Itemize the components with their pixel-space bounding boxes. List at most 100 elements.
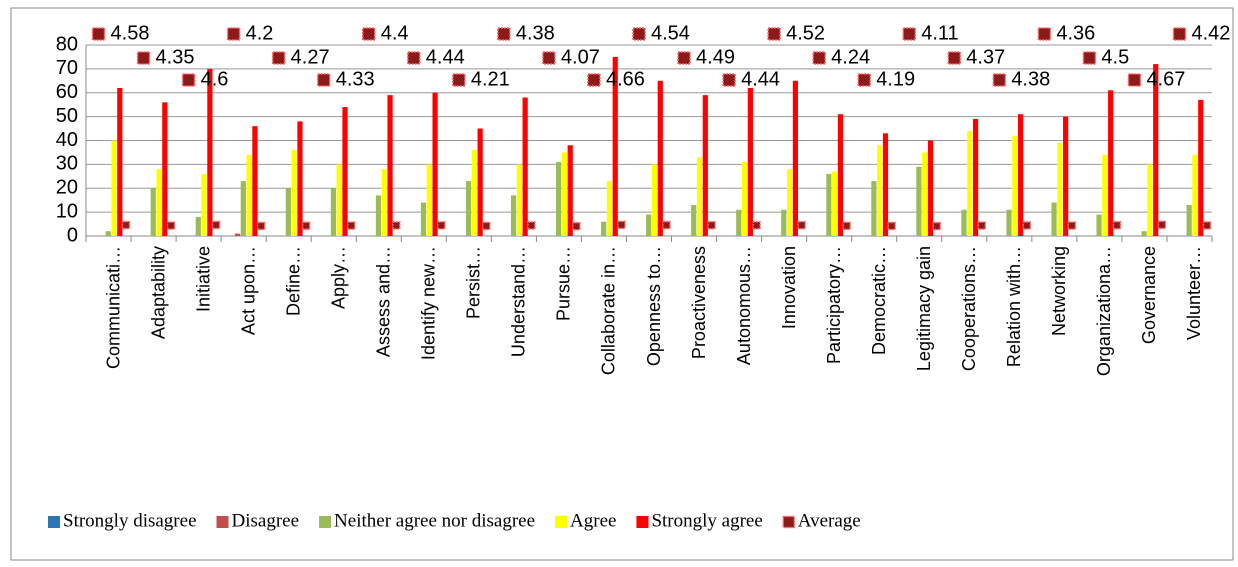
x-tick-label: Autonomous… [734, 246, 754, 365]
data-label-key-body [362, 27, 376, 41]
average-marker-body [572, 222, 581, 231]
bar [156, 169, 162, 236]
bar [927, 140, 934, 236]
bar [606, 181, 613, 236]
data-label: 4.27 [291, 46, 330, 68]
average-marker-body [211, 220, 221, 230]
bar [201, 173, 207, 236]
bar [871, 181, 877, 236]
data-label: 4.44 [426, 46, 465, 68]
average-marker [346, 221, 356, 230]
bar [207, 68, 213, 236]
bar [781, 209, 787, 236]
average-marker [572, 222, 581, 231]
x-tick-label: Collaborate in… [599, 246, 619, 375]
average-marker-body [166, 221, 176, 230]
data-label-key-body [91, 27, 106, 41]
y-tick-label: 10 [56, 200, 78, 222]
data-label-key-body [271, 51, 286, 65]
data-label: 4.67 [1146, 68, 1185, 90]
data-label-key-body [767, 27, 781, 41]
bar [646, 214, 652, 236]
average-marker-body [482, 221, 491, 231]
average-marker [1202, 221, 1212, 230]
average-marker [797, 220, 806, 230]
legend-label: Disagree [232, 510, 300, 531]
bar [420, 202, 427, 236]
x-tick-label: Legitimacy gain [914, 246, 934, 371]
bar [691, 204, 697, 236]
average-marker [301, 221, 311, 231]
bar [336, 164, 342, 236]
bar [510, 195, 517, 236]
data-label-key [316, 73, 331, 87]
data-label-key [91, 27, 106, 41]
bar [601, 221, 607, 236]
bar [465, 181, 472, 236]
bar [832, 171, 838, 236]
data-label-key [362, 27, 376, 41]
bar [741, 161, 748, 236]
average-marker-body [527, 221, 536, 230]
data-label-key-body [812, 51, 826, 65]
data-label-key [271, 51, 286, 65]
data-label-key-body [1082, 51, 1097, 65]
legend-label: Neither agree nor disagree [334, 510, 535, 531]
data-label: 4.6 [201, 68, 229, 90]
bar [117, 87, 123, 236]
x-tick-label: Openness to… [644, 246, 664, 366]
average-marker [482, 221, 491, 231]
bar [961, 209, 967, 236]
bar [1186, 204, 1192, 236]
data-label-key [1172, 27, 1187, 41]
bar [567, 145, 573, 236]
data-label: 4.24 [831, 46, 870, 68]
data-label-key [587, 73, 601, 87]
bar [297, 121, 303, 236]
x-tick-label: Networking [1049, 246, 1069, 336]
data-label-key [1082, 51, 1097, 65]
bar [381, 169, 387, 236]
bar [747, 87, 753, 236]
average-marker-body [1022, 221, 1032, 230]
average-marker-body [1067, 221, 1077, 230]
bar [330, 188, 336, 236]
x-tick-label: Identify new… [419, 246, 439, 360]
bar [426, 164, 432, 236]
data-label: 4.42 [1191, 22, 1230, 44]
x-tick-label: Act upon… [238, 246, 258, 335]
bar [696, 157, 703, 236]
average-marker [977, 221, 987, 230]
bar [612, 56, 618, 236]
data-label-key-body [1127, 73, 1142, 87]
average-marker-body [887, 221, 896, 231]
y-tick-label: 30 [56, 153, 78, 175]
bar [291, 150, 297, 236]
average-marker [617, 220, 626, 230]
x-tick-label: Initiative [193, 246, 213, 312]
x-tick-label: Understand… [509, 246, 529, 357]
data-label-key [407, 51, 421, 65]
data-label-key [812, 51, 826, 65]
bar [1192, 154, 1198, 236]
data-label-key-body [992, 73, 1007, 87]
data-label: 4.36 [1056, 22, 1095, 44]
bar [967, 130, 973, 236]
y-tick-label: 40 [56, 129, 78, 151]
average-marker [1067, 221, 1077, 230]
bar [1102, 154, 1108, 236]
average-marker [707, 221, 716, 230]
average-marker [211, 220, 221, 230]
bar [111, 140, 117, 236]
bar [826, 173, 832, 236]
data-label-key-body [542, 51, 556, 65]
legend-key [216, 516, 229, 528]
data-label: 4.38 [1011, 68, 1050, 90]
x-tick-label: Governance [1139, 246, 1159, 344]
bar [916, 166, 922, 236]
data-label-key-body [407, 51, 421, 65]
data-label-key [542, 51, 556, 65]
average-marker [1157, 220, 1167, 230]
average-marker [1022, 221, 1032, 230]
